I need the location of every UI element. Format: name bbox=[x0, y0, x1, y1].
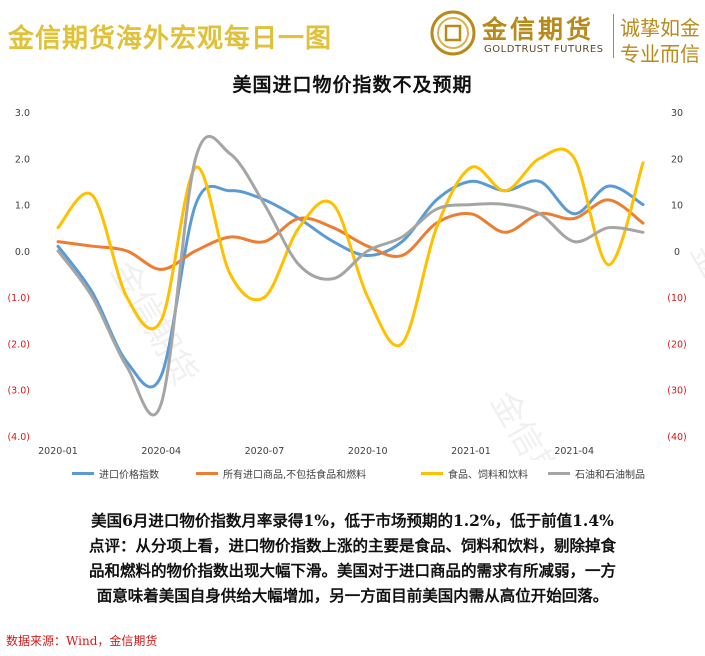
legend-label: 所有进口商品,不包括食品和燃料 bbox=[223, 470, 367, 481]
right-tick-label: (30) bbox=[667, 386, 687, 397]
x-tick-label: 2020-10 bbox=[348, 446, 388, 457]
watermark-group: 金信期货金信期货金信期货金信期货 bbox=[102, 235, 705, 461]
left-tick-label: (3.0) bbox=[7, 386, 30, 397]
x-tick-label: 2021-01 bbox=[451, 446, 491, 457]
legend-label: 石油和石油制品 bbox=[575, 470, 645, 481]
right-tick-label: 30 bbox=[671, 108, 683, 119]
legend-swatch bbox=[421, 472, 443, 475]
coin-icon bbox=[430, 10, 476, 56]
right-tick-label: 10 bbox=[671, 201, 683, 212]
right-tick-label: 0 bbox=[674, 247, 680, 258]
legend-label: 食品、饲料和饮料 bbox=[448, 470, 528, 481]
left-tick-label: 2.0 bbox=[15, 154, 30, 165]
legend-item-3: 食品、饲料和饮料 bbox=[421, 466, 528, 481]
series-line-2 bbox=[56, 198, 645, 271]
logo-brand-name: 金信期货 bbox=[482, 15, 595, 44]
slogan-line-2: 专业而信 bbox=[620, 42, 700, 66]
series-line-3 bbox=[56, 147, 645, 348]
legend-swatch bbox=[72, 472, 94, 475]
left-tick-label: 1.0 bbox=[15, 201, 30, 212]
series-line-4 bbox=[56, 134, 645, 417]
commentary: 美国6月进口物价指数月率录得1%，低于市场预期的1.2%，低于前值1.4% 点评… bbox=[6, 508, 699, 608]
header-banner: 金信期货海外宏观每日一图 金信期货 GOLDTRUST FUTURES 诚挚如金… bbox=[0, 0, 705, 66]
legend-item-1: 进口价格指数 bbox=[72, 466, 159, 481]
x-tick-label: 2020-01 bbox=[38, 446, 78, 457]
commentary-line-3: 品和燃料的物价指数出现大幅下滑。美国对于进口商品的需求有所减弱，一方 bbox=[88, 561, 616, 580]
left-tick-label: 3.0 bbox=[15, 108, 30, 119]
legend-item-2: 所有进口商品,不包括食品和燃料 bbox=[196, 466, 366, 481]
logo-divider bbox=[613, 14, 614, 58]
line-chart: 金信期货金信期货金信期货金信期货 3.0 2.0 1.0 0.0 (1.0) (2.0) (… bbox=[7, 108, 705, 461]
legend-swatch bbox=[196, 472, 218, 475]
commentary-line-4: 面意味着美国自身供给大幅增加，另一方面目前美国内需从高位开始回落。 bbox=[96, 586, 609, 605]
commentary-line-1: 美国6月进口物价指数月率录得1%，低于市场预期的1.2%，低于前值1.4% bbox=[91, 511, 614, 530]
legend-swatch bbox=[548, 472, 570, 475]
slogan-line-1: 诚挚如金 bbox=[620, 16, 700, 40]
right-tick-label: (40) bbox=[667, 432, 687, 443]
legend-label: 进口价格指数 bbox=[99, 470, 159, 481]
logo-brand-english: GOLDTRUST FUTURES bbox=[484, 44, 604, 55]
series-line-1 bbox=[56, 179, 645, 389]
left-axis-ticks: 3.0 2.0 1.0 0.0 (1.0) (2.0) (3.0) (4.0) bbox=[7, 108, 30, 443]
chart-legend: 进口价格指数 所有进口商品,不包括食品和燃料 食品、饲料和饮料 石油和石油制品 bbox=[0, 466, 705, 484]
x-tick-label: 2020-07 bbox=[245, 446, 285, 457]
legend-item-4: 石油和石油制品 bbox=[548, 466, 645, 481]
right-tick-label: (20) bbox=[667, 339, 687, 350]
commentary-line-2: 点评：从分项上看，进口物价指数上涨的主要是食品、饲料和饮料，剔除掉食 bbox=[88, 536, 616, 555]
right-tick-label: 20 bbox=[671, 154, 683, 165]
data-source: 数据来源：Wind，金信期货 bbox=[6, 634, 158, 648]
left-tick-label: 0.0 bbox=[15, 247, 30, 258]
series-lines bbox=[56, 134, 645, 417]
x-tick-label: 2021-04 bbox=[554, 446, 594, 457]
chart-title: 美国进口物价指数不及预期 bbox=[232, 74, 473, 96]
x-tick-label: 2020-04 bbox=[141, 446, 181, 457]
left-tick-label: (1.0) bbox=[7, 293, 30, 304]
x-axis-ticks: 2020-01 2020-04 2020-07 2020-10 2021-01 2021-… bbox=[38, 446, 594, 457]
right-axis-ticks: 30 20 10 0 (10) (20) (30) (40) bbox=[667, 108, 687, 443]
right-tick-label: (10) bbox=[667, 293, 687, 304]
left-tick-label: (4.0) bbox=[7, 432, 30, 443]
left-tick-label: (2.0) bbox=[7, 339, 30, 350]
banner-title: 金信期货海外宏观每日一图 bbox=[8, 24, 333, 54]
